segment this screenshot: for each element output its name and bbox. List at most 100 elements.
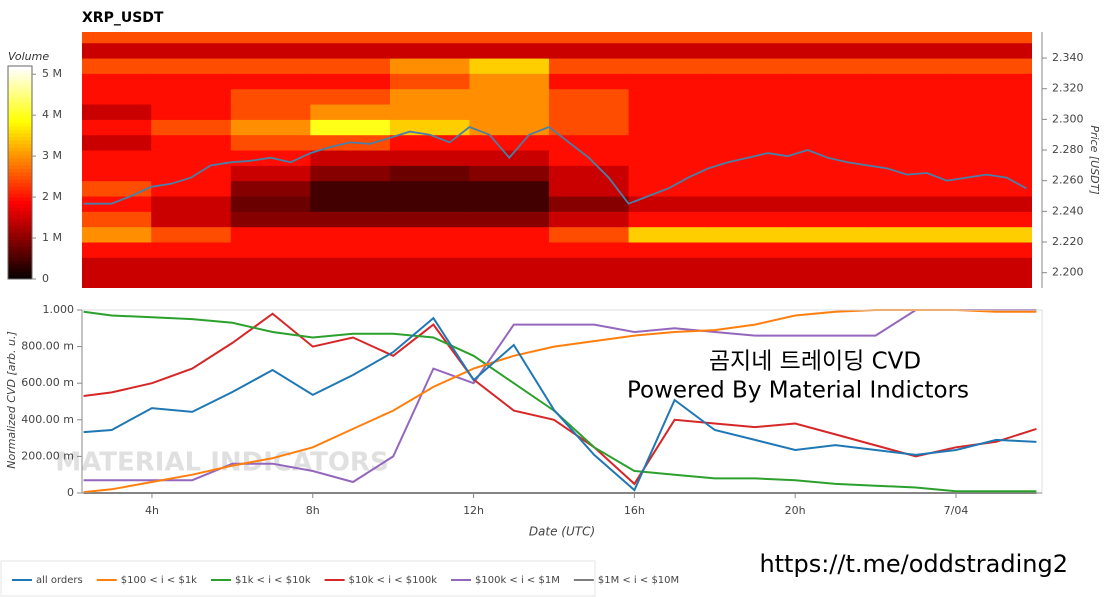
colorbar-step: [8, 129, 32, 134]
colorbar-step: [8, 179, 32, 184]
colorbar-step: [8, 261, 32, 266]
colorbar-step: [8, 264, 32, 269]
heat-cell: [469, 42, 550, 59]
heat-cell: [708, 211, 789, 228]
heat-cell: [230, 272, 311, 288]
heat-cell: [151, 211, 232, 228]
heat-cell: [867, 73, 948, 90]
colorbar-step: [8, 232, 32, 237]
colorbar-step: [8, 168, 32, 173]
heat-cell: [787, 119, 868, 136]
heat-cell: [628, 134, 709, 151]
heat-cell: [469, 242, 550, 258]
heat-cell: [549, 88, 630, 105]
y2-tick-label: 2.280: [1052, 143, 1084, 156]
heat-cell: [389, 180, 470, 197]
x-tick-label: 8h: [306, 504, 320, 517]
heat-cell: [787, 272, 868, 288]
colorbar-step: [8, 183, 32, 188]
annotation: 곰지네 트레이딩 CVD: [709, 349, 921, 375]
heat-cell: [628, 88, 709, 105]
heat-cell: [946, 272, 1027, 288]
heat-cell: [230, 257, 311, 274]
heat-cell: [867, 211, 948, 228]
heat-cell: [708, 180, 789, 197]
heat-cell: [230, 242, 311, 258]
heat-cell: [628, 257, 709, 274]
colorbar-step: [8, 172, 32, 177]
heat-cell: [389, 211, 470, 228]
heat-cell: [628, 226, 709, 243]
y-tick-label: 600.00 m: [21, 376, 74, 389]
heat-cell: [230, 73, 311, 90]
heat-cell: [230, 134, 311, 151]
heat-cell: [787, 42, 868, 59]
heat-cell: [82, 196, 152, 212]
heat-cell: [549, 165, 630, 182]
legend-label: $100k < i < $1M: [475, 575, 560, 586]
heat-cell: [310, 242, 391, 258]
heat-cell: [389, 42, 470, 59]
colorbar-step: [8, 108, 32, 113]
heat-cell: [82, 58, 152, 74]
heat-cell: [549, 134, 630, 151]
y-axis-label: Normalized CVD [arb. u.]: [5, 331, 18, 469]
heat-cell: [708, 165, 789, 182]
heat-cell: [469, 226, 550, 243]
y-tick-label: 1.000: [43, 303, 75, 316]
heat-cell: [708, 119, 789, 136]
heat-cell: [82, 180, 152, 197]
heat-cell: [389, 196, 470, 212]
colorbar-step: [8, 154, 32, 159]
heat-cell: [151, 257, 232, 274]
colorbar-step: [8, 97, 32, 102]
heat-cell: [310, 165, 391, 182]
heat-cell: [82, 150, 152, 166]
heat-cell: [151, 88, 232, 105]
heat-cell: [389, 58, 470, 74]
heat-cell: [946, 73, 1027, 90]
heat-cell: [230, 180, 311, 197]
colorbar-step: [8, 236, 32, 241]
heat-cell: [628, 242, 709, 258]
colorbar-step: [8, 151, 32, 156]
heat-cell: [82, 242, 152, 258]
y2-tick-label: 2.240: [1052, 204, 1084, 217]
colorbar-step: [8, 137, 32, 142]
heat-cell: [708, 196, 789, 212]
colorbar-step: [8, 140, 32, 145]
heat-cell: [82, 32, 152, 44]
heat-cell: [708, 226, 789, 243]
heat-cell: [946, 211, 1027, 228]
heat-cell: [549, 32, 630, 44]
heat-cell: [82, 104, 152, 120]
colorbar-frame: [7, 65, 33, 280]
heat-cell: [787, 104, 868, 120]
y2-tick-label: 2.220: [1052, 235, 1084, 248]
heat-cell: [787, 58, 868, 74]
colorbar-step: [8, 83, 32, 88]
heat-cell: [628, 272, 709, 288]
heat-cell: [1026, 32, 1032, 44]
colorbar-step: [8, 193, 32, 198]
heat-cell: [82, 73, 152, 90]
heat-cell: [469, 196, 550, 212]
heat-cell: [867, 88, 948, 105]
watermark: MATERIAL INDICATORS: [55, 448, 388, 478]
heat-cell: [82, 119, 152, 136]
heat-cell: [230, 42, 311, 59]
heat-cell: [230, 104, 311, 120]
heat-cell: [867, 104, 948, 120]
price-line: [83, 125, 1027, 205]
cvd-line: [83, 312, 1037, 486]
x-tick-label: 7/04: [944, 504, 969, 517]
heat-cell: [230, 165, 311, 182]
heat-cell: [708, 242, 789, 258]
colorbar-step: [8, 200, 32, 205]
heat-cell: [310, 58, 391, 74]
heat-cell: [946, 134, 1027, 151]
colorbar-step: [8, 218, 32, 223]
colorbar-step: [8, 268, 32, 273]
cvd-line: [83, 309, 1037, 484]
